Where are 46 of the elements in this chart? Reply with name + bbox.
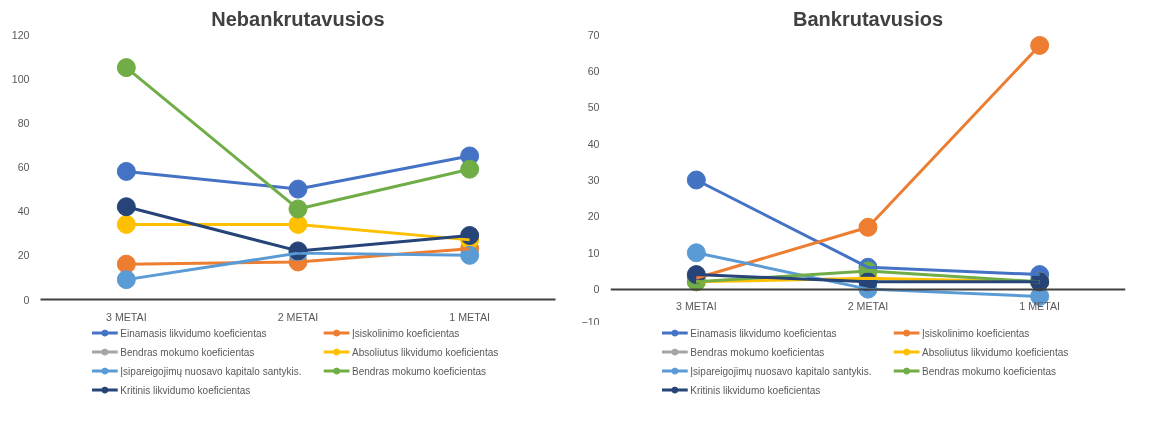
legend-label: Absoliutus likvidumo koeficientas <box>922 346 1069 358</box>
y-tick-label: 20 <box>587 210 600 223</box>
x-tick-label: 3 METAI <box>106 310 147 323</box>
y-tick-label: 40 <box>17 205 30 218</box>
y-tick-label: 80 <box>17 116 30 129</box>
point <box>116 197 136 217</box>
legend-label: Kritinis likvidumo koeficientas <box>120 384 251 396</box>
y-tick-label: 10 <box>587 246 600 259</box>
legend-label: Einamasis likvidumo koeficientas <box>120 327 267 339</box>
legend-label: Einamasis likvidumo koeficientas <box>690 327 837 339</box>
legend-label: Bendras mokumo koeficientas <box>690 346 825 358</box>
y-tick-label: 50 <box>587 101 600 114</box>
legend-label: Kritinis likvidumo koeficientas <box>690 384 821 396</box>
legend-label: Įsiskolinimo koeficientas <box>352 327 460 339</box>
legend-label: Bendras mokumo koeficientas <box>922 365 1057 377</box>
y-tick-label: −10 <box>581 315 600 328</box>
point <box>116 161 136 181</box>
y-tick-label: 0 <box>23 293 30 306</box>
y-tick-label: 120 <box>11 28 30 41</box>
legend-label: Bendras mokumo koeficientas <box>352 365 487 377</box>
x-tick-label: 2 METAI <box>277 310 319 323</box>
y-tick-label: 40 <box>587 137 600 150</box>
y-tick-label: 60 <box>17 161 30 173</box>
y-tick-label: 100 <box>11 72 30 85</box>
chart-title: Nebankrutavusios <box>211 7 385 30</box>
legend-label: Įsiskolinimo koeficientas <box>922 327 1030 339</box>
x-tick-label: 3 METAI <box>676 300 717 313</box>
chart-title: Bankrutavusios <box>792 7 944 30</box>
legend-label: Įsipareigojimų nuosavo kapitalo santykis. <box>690 365 872 377</box>
point <box>1030 35 1050 55</box>
y-tick-label: 20 <box>17 249 30 262</box>
legend-label: Įsipareigojimų nuosavo kapitalo santykis. <box>120 365 302 377</box>
point <box>686 170 706 190</box>
point <box>116 58 136 78</box>
x-tick-label: 2 METAI <box>847 300 889 313</box>
x-tick-label: 1 METAI <box>1019 300 1061 313</box>
legend-label: Bendras mokumo koeficientas <box>120 346 255 358</box>
legend-label: Absoliutus likvidumo koeficientas <box>352 346 499 358</box>
y-tick-label: 0 <box>593 283 600 296</box>
point <box>686 243 706 263</box>
y-tick-label: 30 <box>587 174 600 186</box>
point <box>460 159 480 179</box>
y-tick-label: 70 <box>587 28 600 41</box>
x-tick-label: 1 METAI <box>449 310 491 323</box>
y-tick-label: 60 <box>587 64 600 77</box>
point <box>116 270 136 290</box>
